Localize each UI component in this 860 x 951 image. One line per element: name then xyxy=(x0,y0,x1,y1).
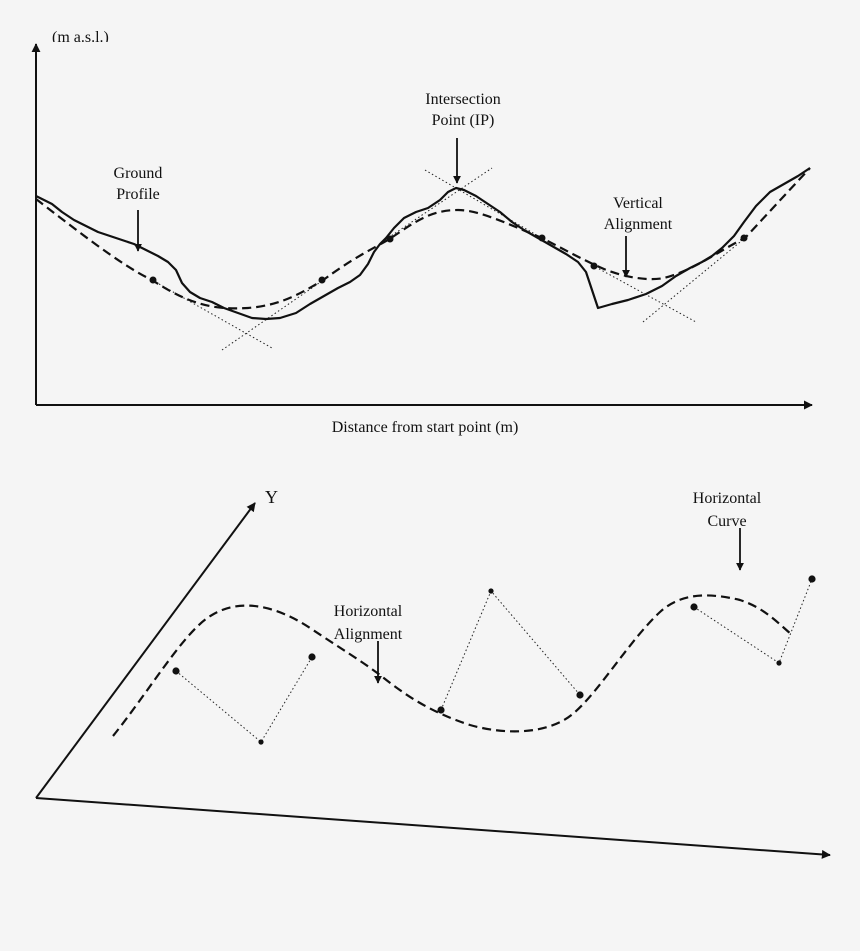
ip-label-line1: Intersection xyxy=(425,91,501,108)
vpoint xyxy=(386,235,394,243)
top-panel: (m a.s.l.) Distance from start point (m)… xyxy=(31,29,813,436)
y-axis-label: Y xyxy=(265,487,278,507)
ground-profile-line xyxy=(35,167,811,321)
vertical-label-line2: Alignment xyxy=(604,216,673,233)
halign-label-line1: Horizontal xyxy=(334,603,403,620)
x-axis xyxy=(35,797,831,859)
vertical-label-line1: Vertical xyxy=(613,195,663,212)
tangent-lines xyxy=(151,167,746,351)
vpoint xyxy=(740,234,748,242)
horizontal-points xyxy=(172,575,816,745)
halign-label-line2: Alignment xyxy=(334,626,403,643)
vpoint xyxy=(149,276,157,284)
elevation-axis-label: (m a.s.l.) xyxy=(52,29,109,46)
hpoint xyxy=(437,706,445,714)
vpoint xyxy=(590,262,598,270)
hpoint xyxy=(172,667,180,675)
hpoint xyxy=(776,660,782,666)
ip-label-line2: Point (IP) xyxy=(432,112,495,129)
hpoint xyxy=(308,653,316,661)
hpoint xyxy=(258,739,264,745)
distance-axis-label: Distance from start point (m) xyxy=(332,419,519,436)
vertical-alignment-line xyxy=(35,167,811,310)
y-axis xyxy=(35,502,256,799)
bottom-panel: Y Horizontal Alignment Horizontal Curve xyxy=(35,487,831,859)
vpoint xyxy=(538,234,546,242)
vpoint xyxy=(318,276,326,284)
vertical-points xyxy=(149,234,748,284)
horizontal-alignment-line xyxy=(112,594,792,737)
tangent-polylines xyxy=(175,578,813,743)
ground-label-line1: Ground xyxy=(114,165,163,182)
ground-label-line2: Profile xyxy=(116,186,160,203)
hpoint xyxy=(576,691,584,699)
hpoint xyxy=(488,588,494,594)
hpoint xyxy=(808,575,816,583)
hcurve-label-line2: Curve xyxy=(707,513,746,530)
hcurve-label-line1: Horizontal xyxy=(693,490,762,507)
hpoint xyxy=(690,603,698,611)
